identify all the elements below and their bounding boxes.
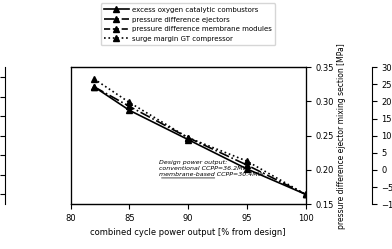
X-axis label: combined cycle power output [% from design]: combined cycle power output [% from desi…: [91, 229, 286, 238]
Legend: excess oxygen catalytic combustors, pressure difference ejectors, pressure diffe: excess oxygen catalytic combustors, pres…: [101, 3, 276, 45]
Text: Design power output:
conventional CCPP=36.2MW
membrane-based CCPP=30.4MW: Design power output: conventional CCPP=3…: [159, 160, 263, 177]
Y-axis label: pressure difference ejector mixing section [MPa]: pressure difference ejector mixing secti…: [337, 43, 346, 229]
